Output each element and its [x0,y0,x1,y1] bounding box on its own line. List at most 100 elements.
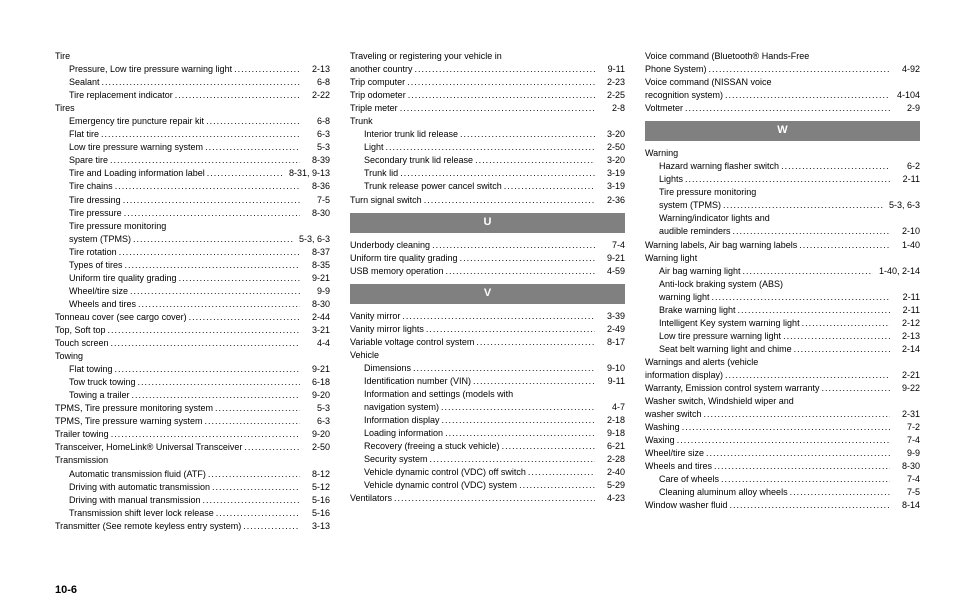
entry-page: 8-30 [300,298,330,311]
entry-label: Tire rotation [69,246,300,259]
entry-page: 2-10 [890,225,920,238]
entry-page: 1-40 [890,239,920,252]
index-entry: Types of tires8-35 [55,259,330,272]
entry-page: 2-11 [890,304,920,317]
index-heading: Transmission [55,454,330,467]
entry-label: Vehicle dynamic control (VDC) off switch [364,466,595,479]
entry-page: 5-16 [300,507,330,520]
entry-label: Tire replacement indicator [69,89,300,102]
entry-page: 8-30 [890,460,920,473]
index-entry: Trip computer2-23 [350,76,625,89]
index-entry: Wheels and tires8-30 [55,298,330,311]
index-entry: Low tire pressure warning light2-13 [645,330,920,343]
entry-page: 3-39 [595,310,625,323]
entry-page: 2-22 [300,89,330,102]
index-entry: Triple meter2-8 [350,102,625,115]
index-entry: Flat towing9-21 [55,363,330,376]
entry-label: Voltmeter [645,102,890,115]
index-entry: TPMS, Tire pressure warning system6-3 [55,415,330,428]
entry-page: 3-21 [300,324,330,337]
entry-page: 8-12 [300,468,330,481]
index-entry: Spare tire8-39 [55,154,330,167]
entry-page: 8-17 [595,336,625,349]
entry-label: Tow truck towing [69,376,300,389]
entry-label: another country [350,63,595,76]
index-entry: Voltmeter2-9 [645,102,920,115]
section-letter: U [350,213,625,233]
index-heading: Information and settings (models with [350,388,625,401]
entry-page: 2-50 [300,441,330,454]
entry-page: 2-14 [890,343,920,356]
entry-page: 8-39 [300,154,330,167]
entry-page: 3-13 [300,520,330,533]
index-entry: Vehicle dynamic control (VDC) off switch… [350,466,625,479]
index-heading: Warning light [645,252,920,265]
index-entry: Trunk release power cancel switch3-19 [350,180,625,193]
index-heading: Voice command (Bluetooth® Hands-Free [645,50,920,63]
index-entry: Tire rotation8-37 [55,246,330,259]
entry-label: Dimensions [364,362,595,375]
entry-page: 8-31, 9-13 [283,167,330,180]
index-entry: Light2-50 [350,141,625,154]
entry-label: Light [364,141,595,154]
index-entry: Dimensions9-10 [350,362,625,375]
entry-label: Tire chains [69,180,300,193]
index-heading: Voice command (NISSAN voice [645,76,920,89]
index-entry: Sealant6-8 [55,76,330,89]
entry-page: 7-5 [890,486,920,499]
entry-label: Triple meter [350,102,595,115]
index-entry: Ventilators4-23 [350,492,625,505]
entry-page: 7-5 [300,194,330,207]
index-heading: Vehicle [350,349,625,362]
entry-label: Vanity mirror [350,310,595,323]
entry-page: 8-30 [300,207,330,220]
index-entry: Trunk lid3-19 [350,167,625,180]
index-entry: Driving with manual transmission5-16 [55,494,330,507]
index-entry: navigation system)4-7 [350,401,625,414]
entry-label: Underbody cleaning [350,239,595,252]
entry-page: 9-11 [595,375,625,388]
entry-label: Recovery (freeing a stuck vehicle) [364,440,595,453]
entry-page: 2-11 [890,291,920,304]
entry-page: 4-4 [300,337,330,350]
entry-label: Transmitter (See remote keyless entry sy… [55,520,300,533]
entry-page: 9-20 [300,428,330,441]
entry-page: 9-9 [890,447,920,460]
entry-label: Ventilators [350,492,595,505]
entry-page: 5-3 [300,141,330,154]
index-heading: Warning [645,147,920,160]
index-entry: Intelligent Key system warning light2-12 [645,317,920,330]
entry-label: Wheels and tires [69,298,300,311]
index-entry: audible reminders2-10 [645,225,920,238]
entry-label: Wheel/tire size [69,285,300,298]
index-entry: Emergency tire puncture repair kit6-8 [55,115,330,128]
section-letter: W [645,121,920,141]
index-entry: Care of wheels7-4 [645,473,920,486]
entry-label: Tire pressure [69,207,300,220]
entry-label: Turn signal switch [350,194,595,207]
entry-page: 9-20 [300,389,330,402]
entry-page: 5-16 [300,494,330,507]
entry-label: Pressure, Low tire pressure warning ligh… [69,63,300,76]
index-entry: Wheel/tire size9-9 [645,447,920,460]
entry-page: 6-21 [595,440,625,453]
entry-page: 2-40 [595,466,625,479]
index-entry: Washing7-2 [645,421,920,434]
index-entry: Interior trunk lid release3-20 [350,128,625,141]
entry-label: recognition system) [645,89,890,102]
entry-label: Sealant [69,76,300,89]
entry-label: navigation system) [364,401,595,414]
index-heading: Towing [55,350,330,363]
entry-label: Brake warning light [659,304,890,317]
entry-page: 4-7 [595,401,625,414]
index-entry: warning light2-11 [645,291,920,304]
entry-page: 1-40, 2-14 [873,265,920,278]
index-entry: TPMS, Tire pressure monitoring system5-3 [55,402,330,415]
entry-page: 5-29 [595,479,625,492]
index-entry: Transceiver, HomeLink® Universal Transce… [55,441,330,454]
entry-label: Trunk release power cancel switch [364,180,595,193]
entry-label: audible reminders [659,225,890,238]
index-entry: Trailer towing9-20 [55,428,330,441]
entry-label: Emergency tire puncture repair kit [69,115,300,128]
entry-page: 2-49 [595,323,625,336]
